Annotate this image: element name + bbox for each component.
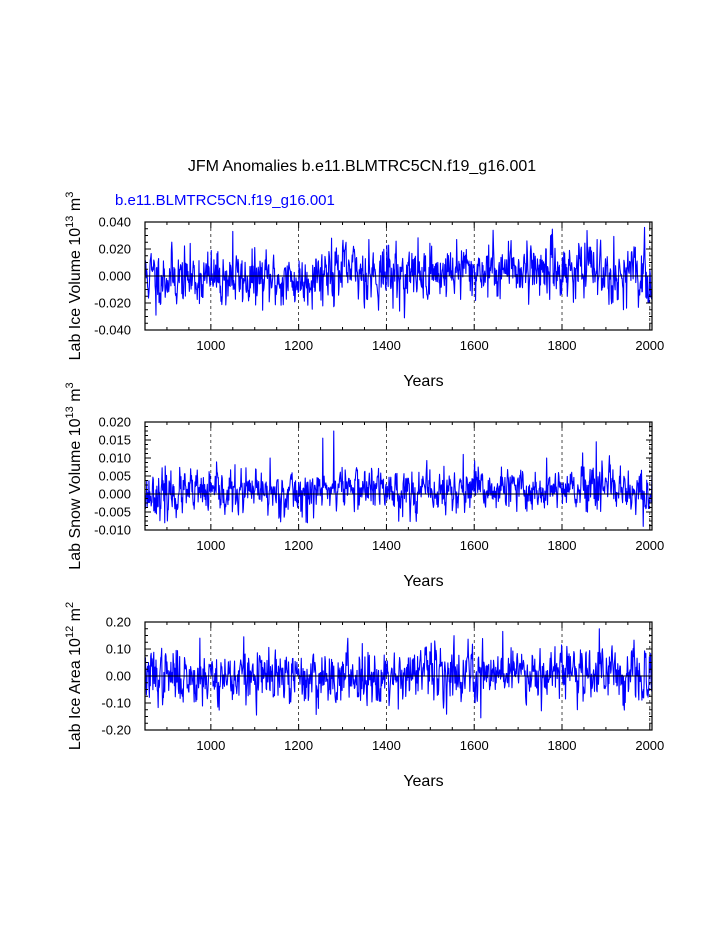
x-tick-label: 1800 [548, 738, 577, 753]
y-tick-label: -0.20 [101, 723, 131, 738]
y-tick-label: -0.10 [101, 696, 131, 711]
x-axis-label: Years [403, 573, 443, 590]
panel-2: 1000 1200 1400 1600 1800 2000 -0.010 -0.005 0.00… [64, 382, 664, 590]
x-tick-label: 1600 [460, 538, 489, 553]
x-tick-label: 1800 [548, 538, 577, 553]
x-tick-label: 1800 [548, 338, 577, 353]
x-tick-label: 1400 [372, 738, 401, 753]
x-tick-label: 2000 [635, 738, 664, 753]
data-series-line [144, 430, 653, 527]
x-tick-label: 1600 [460, 738, 489, 753]
x-tick-label: 2000 [635, 538, 664, 553]
figure-title: JFM Anomalies b.e11.BLMTRC5CN.f19_g16.00… [188, 158, 536, 175]
x-tick-label: 1400 [372, 538, 401, 553]
y-tick-label: 0.020 [98, 242, 131, 257]
y-tick-label: -0.005 [94, 505, 131, 520]
y-axis-label: Lab Snow Volume 1013 m3 [64, 382, 84, 569]
y-tick-label: 0.000 [98, 487, 131, 502]
x-tick-label: 1600 [460, 338, 489, 353]
x-tick-label: 1400 [372, 338, 401, 353]
y-tick-label: 0.00 [106, 669, 131, 684]
y-tick-label: 0.020 [98, 415, 131, 430]
panel-3: 1000 1200 1400 1600 1800 2000 -0.20 -0.10 0.00 0.… [64, 602, 664, 790]
x-tick-label: 1000 [196, 538, 225, 553]
data-series-line [144, 628, 653, 719]
x-axis-label: Years [403, 373, 443, 390]
x-tick-label: 1200 [284, 338, 313, 353]
panels: 1000 1200 1400 1600 1800 2000 -0.040 -0.020 0.00… [64, 192, 664, 790]
y-tick-label: 0.000 [98, 269, 131, 284]
x-tick-label: 1200 [284, 738, 313, 753]
y-tick-label: 0.040 [98, 215, 131, 230]
y-tick-label: -0.040 [94, 323, 131, 338]
y-tick-label: -0.010 [94, 523, 131, 538]
y-tick-label: 0.005 [98, 469, 131, 484]
x-tick-label: 1000 [196, 738, 225, 753]
panel-1: 1000 1200 1400 1600 1800 2000 -0.040 -0.020 0.00… [64, 192, 664, 390]
x-tick-label: 1200 [284, 538, 313, 553]
y-tick-label: -0.020 [94, 296, 131, 311]
x-tick-label: 1000 [196, 338, 225, 353]
y-tick-label: 0.10 [106, 642, 131, 657]
data-series-line [144, 226, 653, 319]
y-tick-label: 0.20 [106, 615, 131, 630]
y-tick-label: 0.015 [98, 433, 131, 448]
x-axis-label: Years [403, 773, 443, 790]
y-tick-label: 0.010 [98, 451, 131, 466]
case-label: b.e11.BLMTRC5CN.f19_g16.001 [115, 192, 335, 209]
y-axis-label: Lab Ice Area 1012 m2 [64, 602, 84, 750]
y-axis-label: Lab Ice Volume 1013 m3 [64, 192, 84, 361]
x-tick-label: 2000 [635, 338, 664, 353]
